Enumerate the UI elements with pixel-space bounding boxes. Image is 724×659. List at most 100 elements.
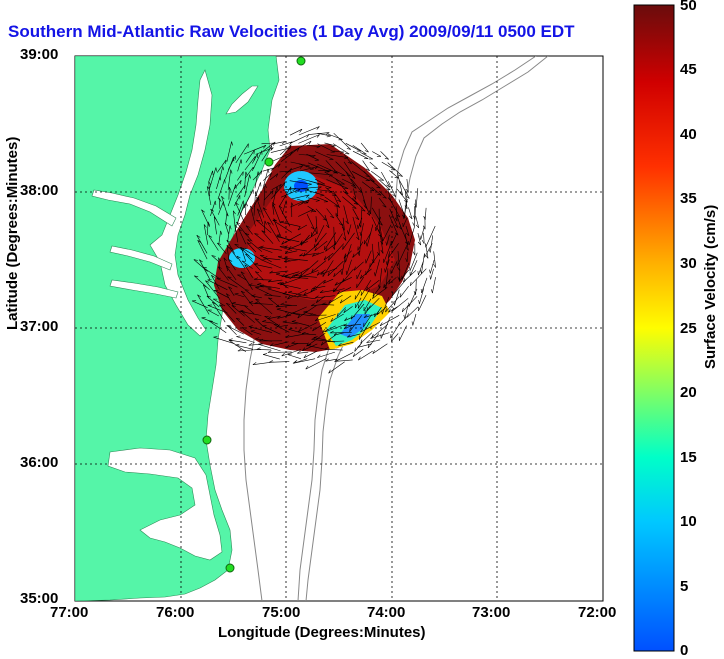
velocity-vector-head	[353, 266, 356, 271]
velocity-vector-head	[281, 273, 285, 278]
velocity-vector	[235, 202, 245, 224]
velocity-vector-head	[375, 226, 377, 232]
velocity-vector-head	[347, 161, 352, 165]
velocity-vector-head	[234, 244, 239, 246]
velocity-vector-head	[243, 203, 245, 208]
velocity-vector-head	[316, 146, 321, 149]
velocity-vector-head	[323, 280, 327, 284]
velocity-vector	[286, 343, 299, 348]
velocity-vector	[224, 223, 229, 234]
velocity-vector-head	[264, 184, 267, 189]
velocity-vector-head	[330, 216, 335, 219]
velocity-vector-head	[262, 319, 267, 322]
velocity-vector	[227, 169, 231, 190]
velocity-vector	[397, 251, 400, 271]
velocity-vector	[343, 324, 361, 327]
velocity-vector-head	[267, 350, 272, 353]
velocity-vector	[262, 325, 281, 335]
velocity-vector	[352, 348, 364, 358]
velocity-vector-head	[288, 290, 293, 293]
velocity-vector-head	[269, 270, 273, 274]
velocity-vector	[209, 167, 217, 189]
velocity-vector	[374, 259, 380, 277]
velocity-vector-head	[260, 182, 262, 187]
velocity-vector	[253, 150, 263, 170]
velocity-vector-head	[307, 344, 312, 346]
velocity-vector-head	[401, 307, 404, 312]
velocity-vector-head	[316, 271, 320, 276]
velocity-vector	[408, 226, 415, 246]
velocity-vector	[218, 198, 221, 209]
velocity-vector	[379, 231, 384, 254]
velocity-vector	[366, 297, 380, 312]
velocity-vector-head	[254, 318, 259, 321]
colorbar-tick-label: 30	[680, 255, 697, 272]
velocity-vector-head	[403, 278, 406, 283]
station-marker	[225, 563, 235, 573]
velocity-vector	[216, 278, 238, 288]
velocity-vector-head	[314, 295, 319, 299]
velocity-vector	[326, 208, 335, 219]
velocity-vector-head	[313, 336, 318, 338]
velocity-vector	[324, 171, 345, 185]
velocity-vector-head	[374, 272, 376, 277]
velocity-vector	[255, 147, 274, 155]
velocity-vector	[227, 184, 236, 207]
velocity-vector-head	[314, 317, 319, 322]
velocity-vector-head	[372, 292, 374, 297]
velocity-vector-head	[352, 353, 356, 357]
velocity-vector-head	[394, 217, 398, 222]
velocity-vector	[298, 199, 310, 206]
velocity-vector-head	[346, 148, 351, 150]
velocity-vector-head	[229, 225, 232, 230]
velocity-vector	[298, 154, 316, 156]
velocity-vector	[342, 190, 359, 205]
velocity-vector-head	[250, 330, 255, 332]
y-tick-label: 39:00	[20, 46, 59, 63]
velocity-vector-head	[270, 147, 274, 151]
velocity-vector-head	[276, 308, 281, 310]
velocity-vector	[244, 166, 254, 179]
eddy-low-velocity	[229, 248, 255, 268]
velocity-vector-head	[391, 337, 393, 342]
velocity-vector	[404, 189, 408, 209]
velocity-vector	[255, 298, 273, 315]
velocity-vector	[298, 134, 320, 144]
velocity-vector-head	[255, 298, 260, 301]
velocity-vector	[216, 159, 227, 173]
velocity-vector	[360, 142, 369, 153]
velocity-vector-head	[250, 205, 254, 210]
velocity-vector	[257, 208, 264, 225]
velocity-vector-head	[344, 157, 349, 160]
velocity-vector	[213, 298, 226, 307]
velocity-vector-head	[288, 246, 292, 250]
velocity-vector-head	[398, 175, 403, 177]
velocity-vector	[328, 294, 343, 304]
velocity-vector	[207, 309, 220, 317]
velocity-vector-head	[320, 195, 325, 197]
velocity-vector-head	[315, 200, 320, 202]
velocity-vector-head	[252, 362, 257, 365]
colorbar-tick-label: 45	[680, 61, 697, 78]
velocity-vector-head	[358, 356, 361, 361]
velocity-vector-head	[379, 322, 383, 326]
velocity-vector-head	[236, 255, 241, 259]
velocity-vector	[340, 295, 352, 304]
velocity-vector-head	[231, 301, 236, 304]
velocity-vector-head	[255, 337, 260, 340]
velocity-vector-head	[306, 199, 310, 204]
velocity-vector	[275, 273, 292, 279]
velocity-vector-head	[314, 247, 317, 251]
velocity-vector	[333, 132, 351, 150]
velocity-vector-head	[365, 168, 370, 172]
delaware-bay	[225, 85, 259, 115]
velocity-vector	[343, 205, 349, 224]
velocity-vector-head	[386, 184, 390, 188]
velocity-vector	[194, 275, 210, 291]
velocity-vector-head	[303, 291, 307, 296]
velocity-vector	[363, 312, 380, 318]
station-marker	[264, 157, 274, 167]
velocity-vector-head	[409, 215, 413, 220]
velocity-vector	[389, 198, 401, 218]
velocity-vector	[250, 205, 256, 227]
